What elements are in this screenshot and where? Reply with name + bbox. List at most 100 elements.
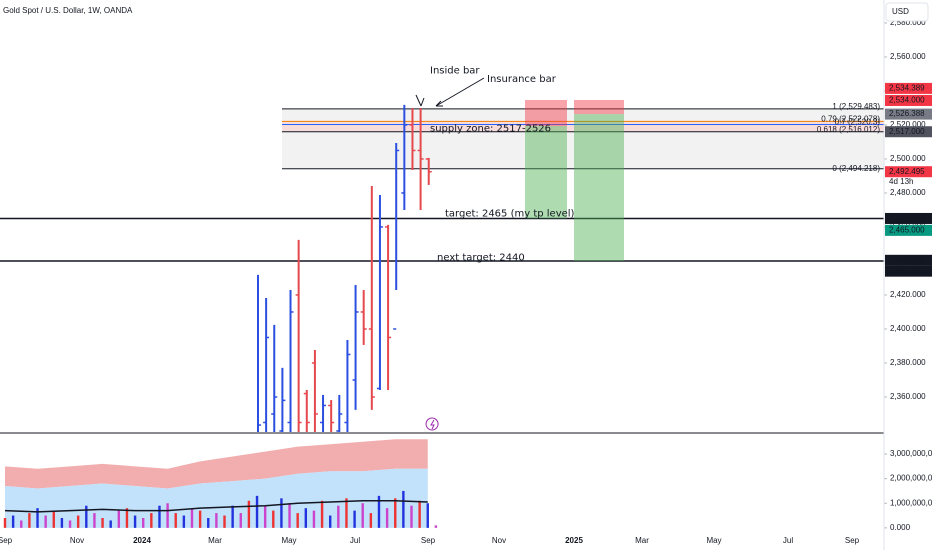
- currency-box[interactable]: [885, 2, 929, 22]
- volume-bar: [93, 513, 96, 528]
- x-tick-label: Jul: [350, 536, 360, 545]
- price-label-bg: [885, 166, 932, 178]
- y-tick-label: 0.000: [890, 523, 911, 532]
- price-label: 2,517.000: [889, 127, 925, 136]
- stop-zone: [525, 99, 567, 126]
- price-pane: 1 (2,529.483) 0.79 (2,522.078)0.7 (2,520.…: [0, 99, 884, 432]
- annotation: target: 2465 (my tp level): [445, 208, 575, 219]
- volume-bar: [410, 505, 413, 528]
- overlay: 2,360.000 2,380.000 2,400.000 2,420.000 2,44…: [0, 18, 932, 545]
- fib-label: 0.7 (2,520.3): [835, 118, 881, 127]
- volume-bar: [418, 500, 421, 528]
- volume-bar: [198, 510, 202, 528]
- volume-bar: [329, 515, 332, 528]
- fib-label: 1 (2,529.483): [832, 102, 880, 111]
- volume-bar: [288, 503, 291, 528]
- price-label-bg: [885, 265, 932, 277]
- volume-bar: [296, 513, 299, 528]
- volume-bar: [312, 510, 316, 528]
- volume-bar: [304, 508, 308, 528]
- volume-bar: [109, 520, 112, 528]
- y-tick-label: 2,560.000: [890, 52, 926, 61]
- volume-bar: [158, 505, 161, 528]
- volume-bar: [133, 515, 137, 528]
- target-zone: [574, 114, 624, 261]
- price-label: 2,465.000: [889, 225, 925, 234]
- annotation: next target: 2440: [437, 253, 525, 264]
- countdown: 4d 13h: [889, 177, 913, 186]
- volume-bar: [223, 515, 226, 528]
- volume-bar: [28, 513, 31, 528]
- volume-bar: [320, 500, 324, 528]
- x-tick-label: Nov: [492, 536, 506, 545]
- volume-bar: [68, 520, 72, 528]
- y-tick-label: 2,360.000: [890, 392, 926, 401]
- volume-bar: [125, 508, 129, 528]
- volume-bar: [345, 498, 348, 528]
- volume-bar: [182, 515, 186, 528]
- volume-bar: [239, 513, 242, 528]
- volume-bar: [377, 495, 381, 528]
- volume-bar: [150, 513, 153, 528]
- price-label-bg: [885, 212, 932, 224]
- volume-bar: [52, 510, 55, 528]
- fib-label: 0.79 (2,522.078): [821, 115, 880, 124]
- supply-zone: [282, 121, 884, 132]
- volume-bar: [272, 510, 275, 528]
- x-tick-label: Mar: [635, 536, 649, 545]
- x-tick-label: Nov: [70, 536, 84, 545]
- x-tick-label: Sep: [421, 536, 436, 545]
- volume-bar: [337, 505, 340, 528]
- volume-bar: [394, 498, 397, 528]
- volume-bar: [60, 518, 64, 528]
- volume-bar: [142, 518, 145, 528]
- volume-bar: [369, 513, 373, 528]
- chart-title: Gold Spot / U.S. Dollar, 1W, OANDA: [3, 6, 133, 15]
- y-tick-label: 2,380.000: [890, 358, 926, 367]
- volume-bar: [353, 510, 356, 528]
- volume-bar: [280, 498, 283, 528]
- x-tick-label: Jul: [783, 536, 793, 545]
- y-tick-label: 2,420.000: [890, 290, 926, 299]
- x-tick-label: May: [281, 536, 296, 545]
- target-zone: [525, 125, 567, 219]
- volume-bar: [20, 520, 23, 528]
- volume-bar: [231, 505, 234, 528]
- stop-zone: [574, 99, 624, 115]
- volume-bar: [85, 505, 88, 528]
- currency: USD: [892, 7, 909, 16]
- price-label: 2,492.495: [889, 167, 925, 176]
- fib-label: 0.618 (2,516.012): [817, 125, 880, 134]
- y-tick-label: 3,000,000,000: [890, 449, 932, 458]
- arrows: [415, 77, 485, 107]
- volume-bar: [402, 490, 405, 528]
- x-tick-label: 2025: [565, 536, 583, 545]
- y-tick-label: 2,400.000: [890, 324, 926, 333]
- fib-label: 0 (2,494.218): [832, 164, 880, 173]
- event-icon[interactable]: [425, 417, 439, 431]
- y-tick-label: 2,580.000: [890, 18, 926, 27]
- volume-bar: [76, 515, 80, 528]
- price-label-bg: [885, 224, 932, 236]
- volume-bar: [207, 518, 210, 528]
- volume-bar: [101, 518, 104, 528]
- x-tick-label: Sep: [0, 536, 13, 545]
- y-tick-label: 2,480.000: [890, 188, 926, 197]
- x-tick-label: Sep: [845, 536, 860, 545]
- y-tick-label: 2,520.000: [890, 120, 926, 129]
- volume-pane: [3, 439, 438, 528]
- volume-bar: [3, 518, 7, 528]
- band-upper: [5, 439, 428, 489]
- price-label-bg: [885, 94, 932, 106]
- price-label-bg: [885, 82, 932, 94]
- price-label: 2,440.000: [889, 266, 925, 275]
- price-label: 2,465.000: [889, 214, 925, 223]
- x-tick-label: 2024: [133, 536, 151, 545]
- volume-bar: [44, 515, 47, 528]
- price-label: 2,440.388: [889, 255, 925, 264]
- volume-bar: [11, 515, 15, 528]
- price-label: 2,534.000: [889, 96, 925, 105]
- volume-ma: [4, 500, 428, 513]
